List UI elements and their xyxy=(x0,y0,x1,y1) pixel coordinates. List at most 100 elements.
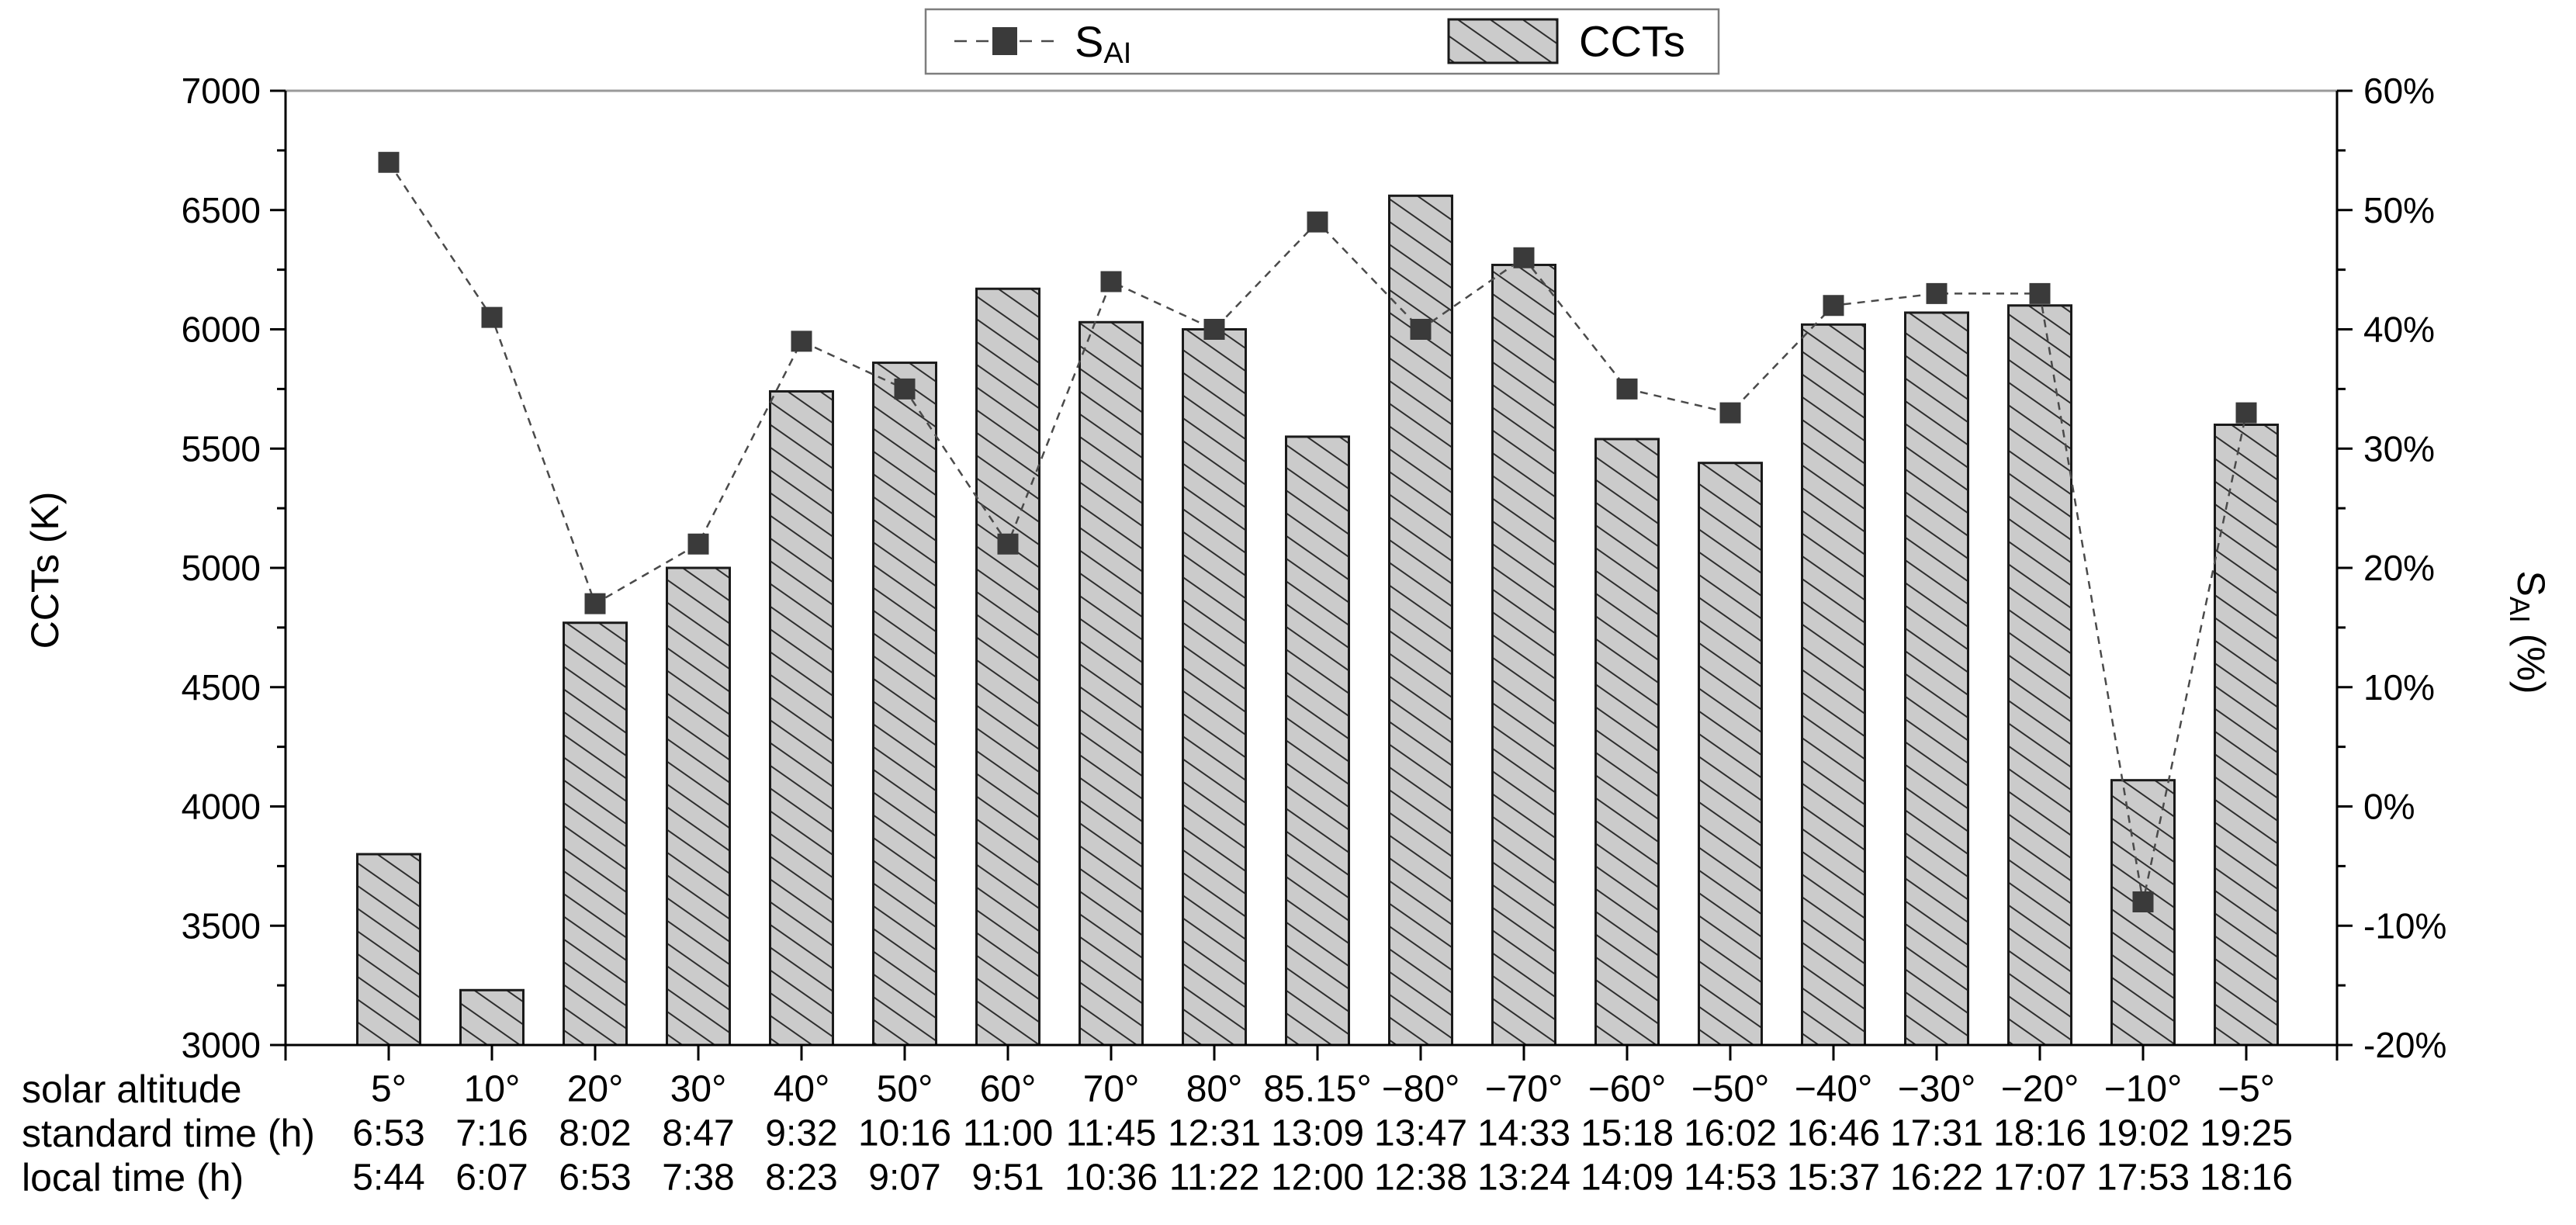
x-row-value: 18:16 xyxy=(1993,1113,2086,1154)
right-axis-tick-label: 20% xyxy=(2363,548,2435,588)
x-row-value: −30° xyxy=(1898,1069,1976,1110)
x-row-value: 11:22 xyxy=(1169,1158,1260,1199)
right-axis-tick-label: 30% xyxy=(2363,428,2435,469)
left-axis-tick-label: 3000 xyxy=(182,1025,261,1065)
sai-marker xyxy=(2029,282,2051,304)
x-row-value: 16:22 xyxy=(1890,1158,1983,1199)
sai-marker xyxy=(1307,211,1328,233)
x-row-value: 12:00 xyxy=(1271,1158,1364,1199)
cct-bar xyxy=(666,566,731,1047)
legend-ccts-label: CCTs xyxy=(1579,17,1685,66)
x-row-header: standard time (h) xyxy=(22,1112,315,1155)
x-row-value: 10° xyxy=(464,1069,521,1110)
right-axis-tick-label: 0% xyxy=(2363,787,2415,827)
cct-bar xyxy=(356,853,421,1047)
sai-marker xyxy=(481,306,503,328)
right-axis-title: SAI (%) xyxy=(2505,570,2553,694)
x-row-value: −40° xyxy=(1795,1069,1873,1110)
x-row-value: 7:38 xyxy=(662,1158,734,1199)
x-row-value: 13:24 xyxy=(1477,1158,1570,1199)
x-row-value: 16:46 xyxy=(1787,1113,1880,1154)
left-axis-tick-label: 4000 xyxy=(182,787,261,827)
x-row-value: −5° xyxy=(2218,1069,2275,1110)
x-row-value: 15:18 xyxy=(1581,1113,1674,1154)
cct-bar xyxy=(1904,311,1969,1047)
sai-marker xyxy=(1719,402,1741,424)
x-row-1: standard time (h) 6:53 7:16 8:02 8:47 9:32 10:… xyxy=(22,1112,2293,1155)
left-axis: 7000 6500 6000 5500 5000 4500 4000 3500 3000 xyxy=(182,71,286,1065)
x-row-value: 5° xyxy=(371,1069,407,1110)
left-axis-tick-label: 7000 xyxy=(182,71,261,111)
x-row-value: 12:38 xyxy=(1374,1158,1467,1199)
x-row-value: 12:31 xyxy=(1168,1113,1261,1154)
x-row-header: local time (h) xyxy=(22,1156,244,1199)
x-row-value: 6:53 xyxy=(559,1158,631,1199)
x-row-value: 14:09 xyxy=(1581,1158,1674,1199)
sai-marker xyxy=(1100,271,1122,292)
sai-marker xyxy=(584,593,606,614)
x-row-value: −60° xyxy=(1588,1069,1667,1110)
x-row-value: 17:53 xyxy=(2096,1158,2190,1199)
x-row-value: 8:23 xyxy=(765,1158,837,1199)
x-row-0: solar altitude 5° 10° 20° 30° 40° 50° 60° 70° 80°… xyxy=(22,1068,2275,1111)
left-axis-tick-label: 5500 xyxy=(182,428,261,469)
x-row-value: 17:31 xyxy=(1890,1113,1983,1154)
x-row-value: 19:25 xyxy=(2200,1113,2293,1154)
cct-bar xyxy=(769,389,834,1047)
x-row-value: 18:16 xyxy=(2200,1158,2293,1199)
left-axis-tick-label: 4500 xyxy=(182,667,261,708)
right-axis-title-rest: (%) xyxy=(2509,623,2553,694)
legend-sai-label: SAI xyxy=(1075,17,1131,71)
sai-marker xyxy=(378,151,400,173)
legend-ccts-swatch xyxy=(1447,18,1559,64)
cct-bar xyxy=(1285,435,1350,1047)
x-row-value: 8:02 xyxy=(559,1113,631,1154)
x-axis-ticks xyxy=(284,1045,2339,1061)
right-axis-tick-label: -20% xyxy=(2363,1025,2446,1065)
cct-bar xyxy=(1801,323,1866,1047)
x-row-value: 11:45 xyxy=(1066,1113,1157,1154)
x-row-value: 5:44 xyxy=(352,1158,424,1199)
sai-marker xyxy=(1616,378,1638,400)
x-row-value: 50° xyxy=(877,1069,933,1110)
x-row-value: −50° xyxy=(1691,1069,1770,1110)
x-row-value: 15:37 xyxy=(1787,1158,1880,1199)
cct-bar xyxy=(2214,424,2279,1047)
sai-marker xyxy=(2235,402,2257,424)
sai-marker xyxy=(1926,282,1948,304)
x-row-header: solar altitude xyxy=(22,1068,242,1111)
x-row-value: 80° xyxy=(1186,1069,1243,1110)
x-row-value: 70° xyxy=(1083,1069,1140,1110)
cct-bar xyxy=(2007,304,2072,1047)
right-axis-title-main: S xyxy=(2509,570,2553,596)
right-axis-tick-label: 10% xyxy=(2363,667,2435,708)
sai-marker xyxy=(791,330,812,352)
x-row-value: 9:51 xyxy=(971,1158,1044,1199)
x-row-value: −80° xyxy=(1382,1069,1460,1110)
left-axis-tick-label: 6500 xyxy=(182,190,261,230)
cct-bar xyxy=(1594,438,1660,1047)
x-row-value: 13:47 xyxy=(1374,1113,1467,1154)
sai-marker xyxy=(1203,319,1225,340)
cct-bar xyxy=(1698,462,1763,1047)
cct-bar xyxy=(459,988,525,1047)
left-axis-title: CCTs (K) xyxy=(23,492,67,649)
x-row-2: local time (h) 5:44 6:07 6:53 7:38 8:23 9:07 9:… xyxy=(22,1156,2293,1199)
sai-marker xyxy=(687,533,709,555)
cct-bar xyxy=(975,287,1040,1047)
sai-marker xyxy=(894,378,916,400)
right-axis: 60% 50% 40% 30% 20% 10% 0% -10% -20% xyxy=(2337,71,2446,1065)
x-row-value: 19:02 xyxy=(2096,1113,2190,1154)
sai-marker xyxy=(1410,319,1432,340)
x-row-value: 11:00 xyxy=(963,1113,1054,1154)
x-row-value: 10:16 xyxy=(858,1113,951,1154)
x-row-value: 8:47 xyxy=(662,1113,734,1154)
sai-markers xyxy=(378,151,2257,912)
x-row-value: 16:02 xyxy=(1684,1113,1777,1154)
x-row-value: 20° xyxy=(567,1069,624,1110)
left-axis-tick-label: 3500 xyxy=(182,905,261,946)
x-row-value: 9:07 xyxy=(868,1158,940,1199)
cct-bar xyxy=(2110,779,2176,1047)
cct-bar xyxy=(1182,328,1247,1047)
